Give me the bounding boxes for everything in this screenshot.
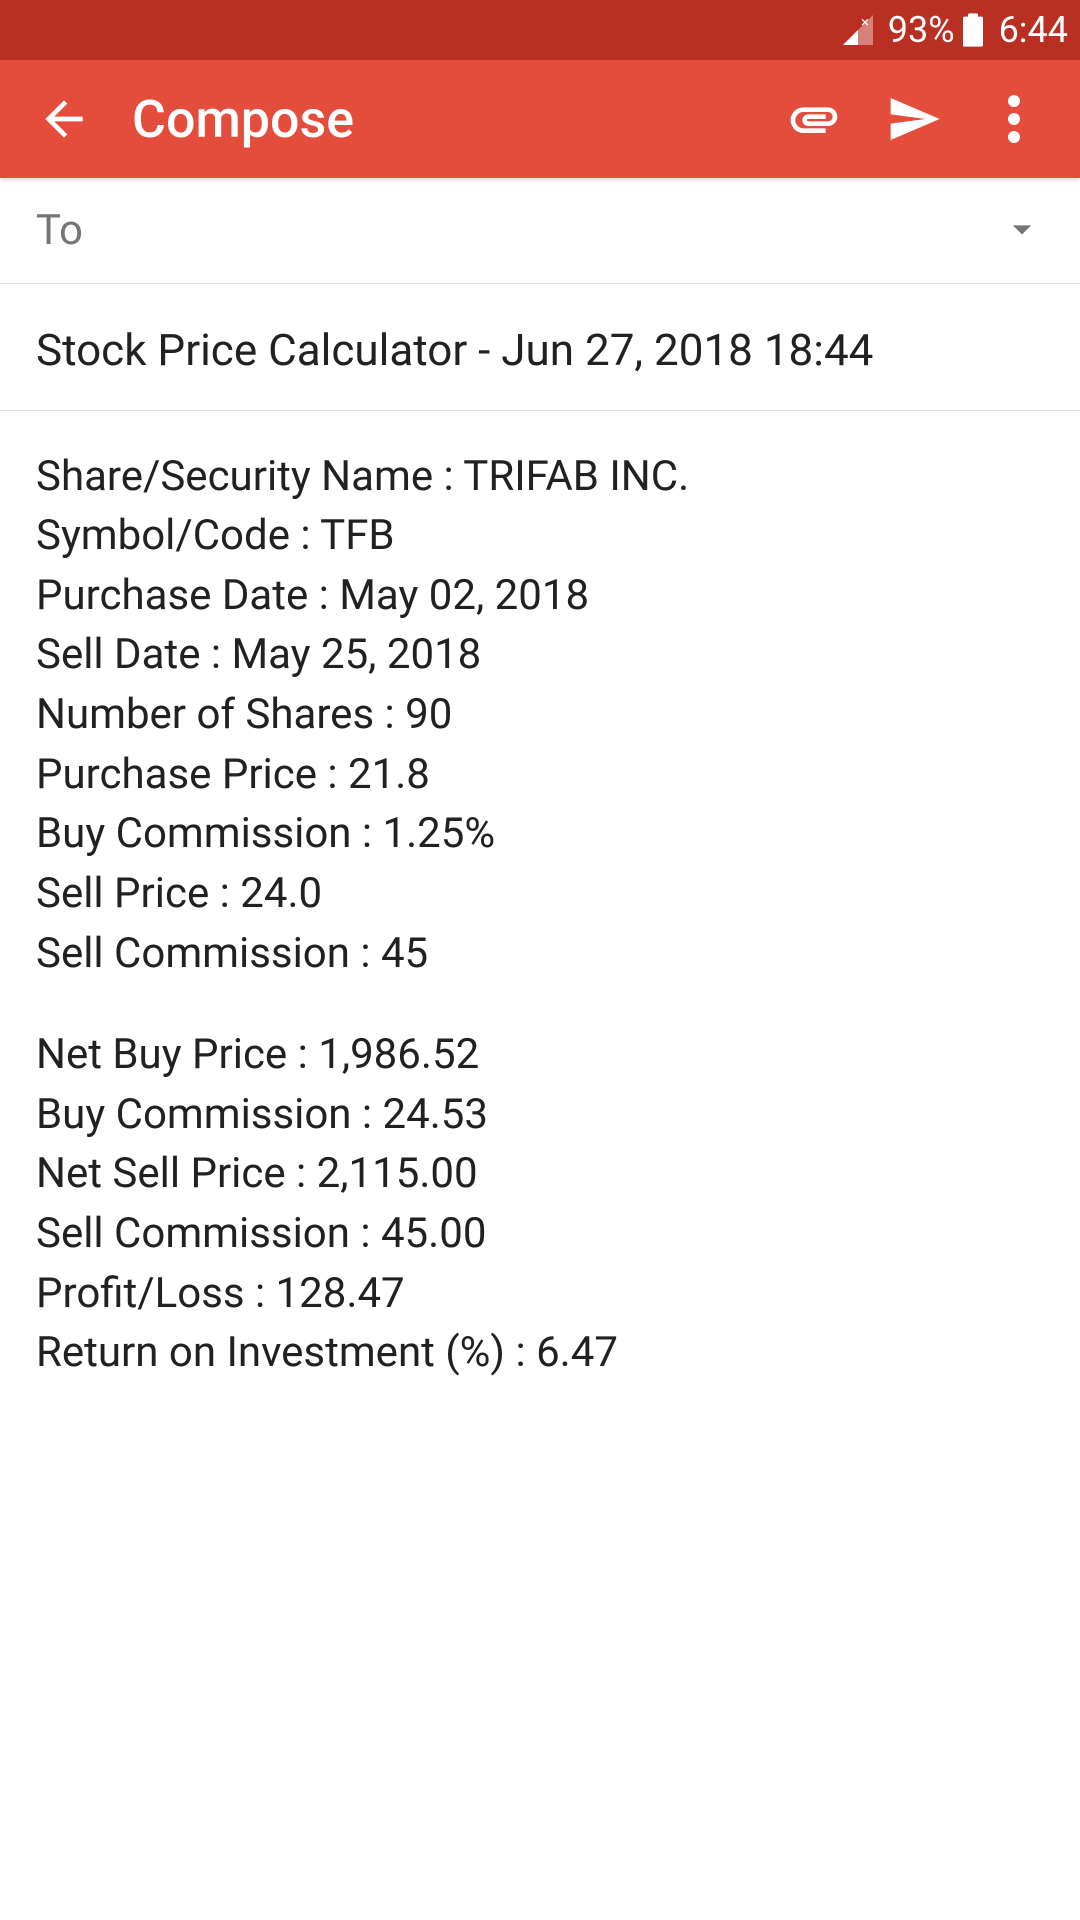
- battery-percent: 93%: [888, 9, 955, 51]
- more-button[interactable]: [964, 95, 1064, 143]
- to-label: To: [36, 206, 1000, 255]
- back-button[interactable]: [16, 91, 112, 147]
- to-field[interactable]: To: [0, 178, 1080, 284]
- body-line: Purchase Date : May 02, 2018: [36, 566, 1044, 626]
- app-bar: Compose: [0, 60, 1080, 178]
- status-time: 6:44: [999, 9, 1068, 51]
- body-line: Sell Commission : 45: [36, 924, 1044, 984]
- body-line: Sell Commission : 45.00: [36, 1204, 1044, 1264]
- body-line: Symbol/Code : TFB: [36, 506, 1044, 566]
- attach-button[interactable]: [764, 91, 864, 147]
- body-line: Return on Investment (%) : 6.47: [36, 1323, 1044, 1383]
- body-line: Number of Shares : 90: [36, 685, 1044, 745]
- signal-icon: ×: [840, 12, 876, 48]
- body-line: Purchase Price : 21.8: [36, 745, 1044, 805]
- body-block-1: Share/Security Name : TRIFAB INC.Symbol/…: [36, 447, 1044, 984]
- app-bar-title: Compose: [112, 89, 764, 150]
- body-line: Profit/Loss : 128.47: [36, 1264, 1044, 1324]
- battery-icon: [963, 13, 983, 47]
- send-button[interactable]: [864, 91, 964, 147]
- svg-text:×: ×: [861, 13, 869, 31]
- body-line: Share/Security Name : TRIFAB INC.: [36, 447, 1044, 507]
- body-spacer: [36, 983, 1044, 1025]
- body-block-2: Net Buy Price : 1,986.52Buy Commission :…: [36, 1025, 1044, 1383]
- body-line: Sell Date : May 25, 2018: [36, 625, 1044, 685]
- body-line: Net Buy Price : 1,986.52: [36, 1025, 1044, 1085]
- status-bar: × 93% 6:44: [0, 0, 1080, 60]
- chevron-down-icon[interactable]: [1000, 207, 1044, 255]
- subject-text: Stock Price Calculator - Jun 27, 2018 18…: [36, 320, 1044, 382]
- body-line: Sell Price : 24.0: [36, 864, 1044, 924]
- subject-field[interactable]: Stock Price Calculator - Jun 27, 2018 18…: [0, 284, 1080, 411]
- body-line: Buy Commission : 24.53: [36, 1085, 1044, 1145]
- body-field[interactable]: Share/Security Name : TRIFAB INC.Symbol/…: [0, 411, 1080, 1419]
- body-line: Net Sell Price : 2,115.00: [36, 1144, 1044, 1204]
- body-line: Buy Commission : 1.25%: [36, 804, 1044, 864]
